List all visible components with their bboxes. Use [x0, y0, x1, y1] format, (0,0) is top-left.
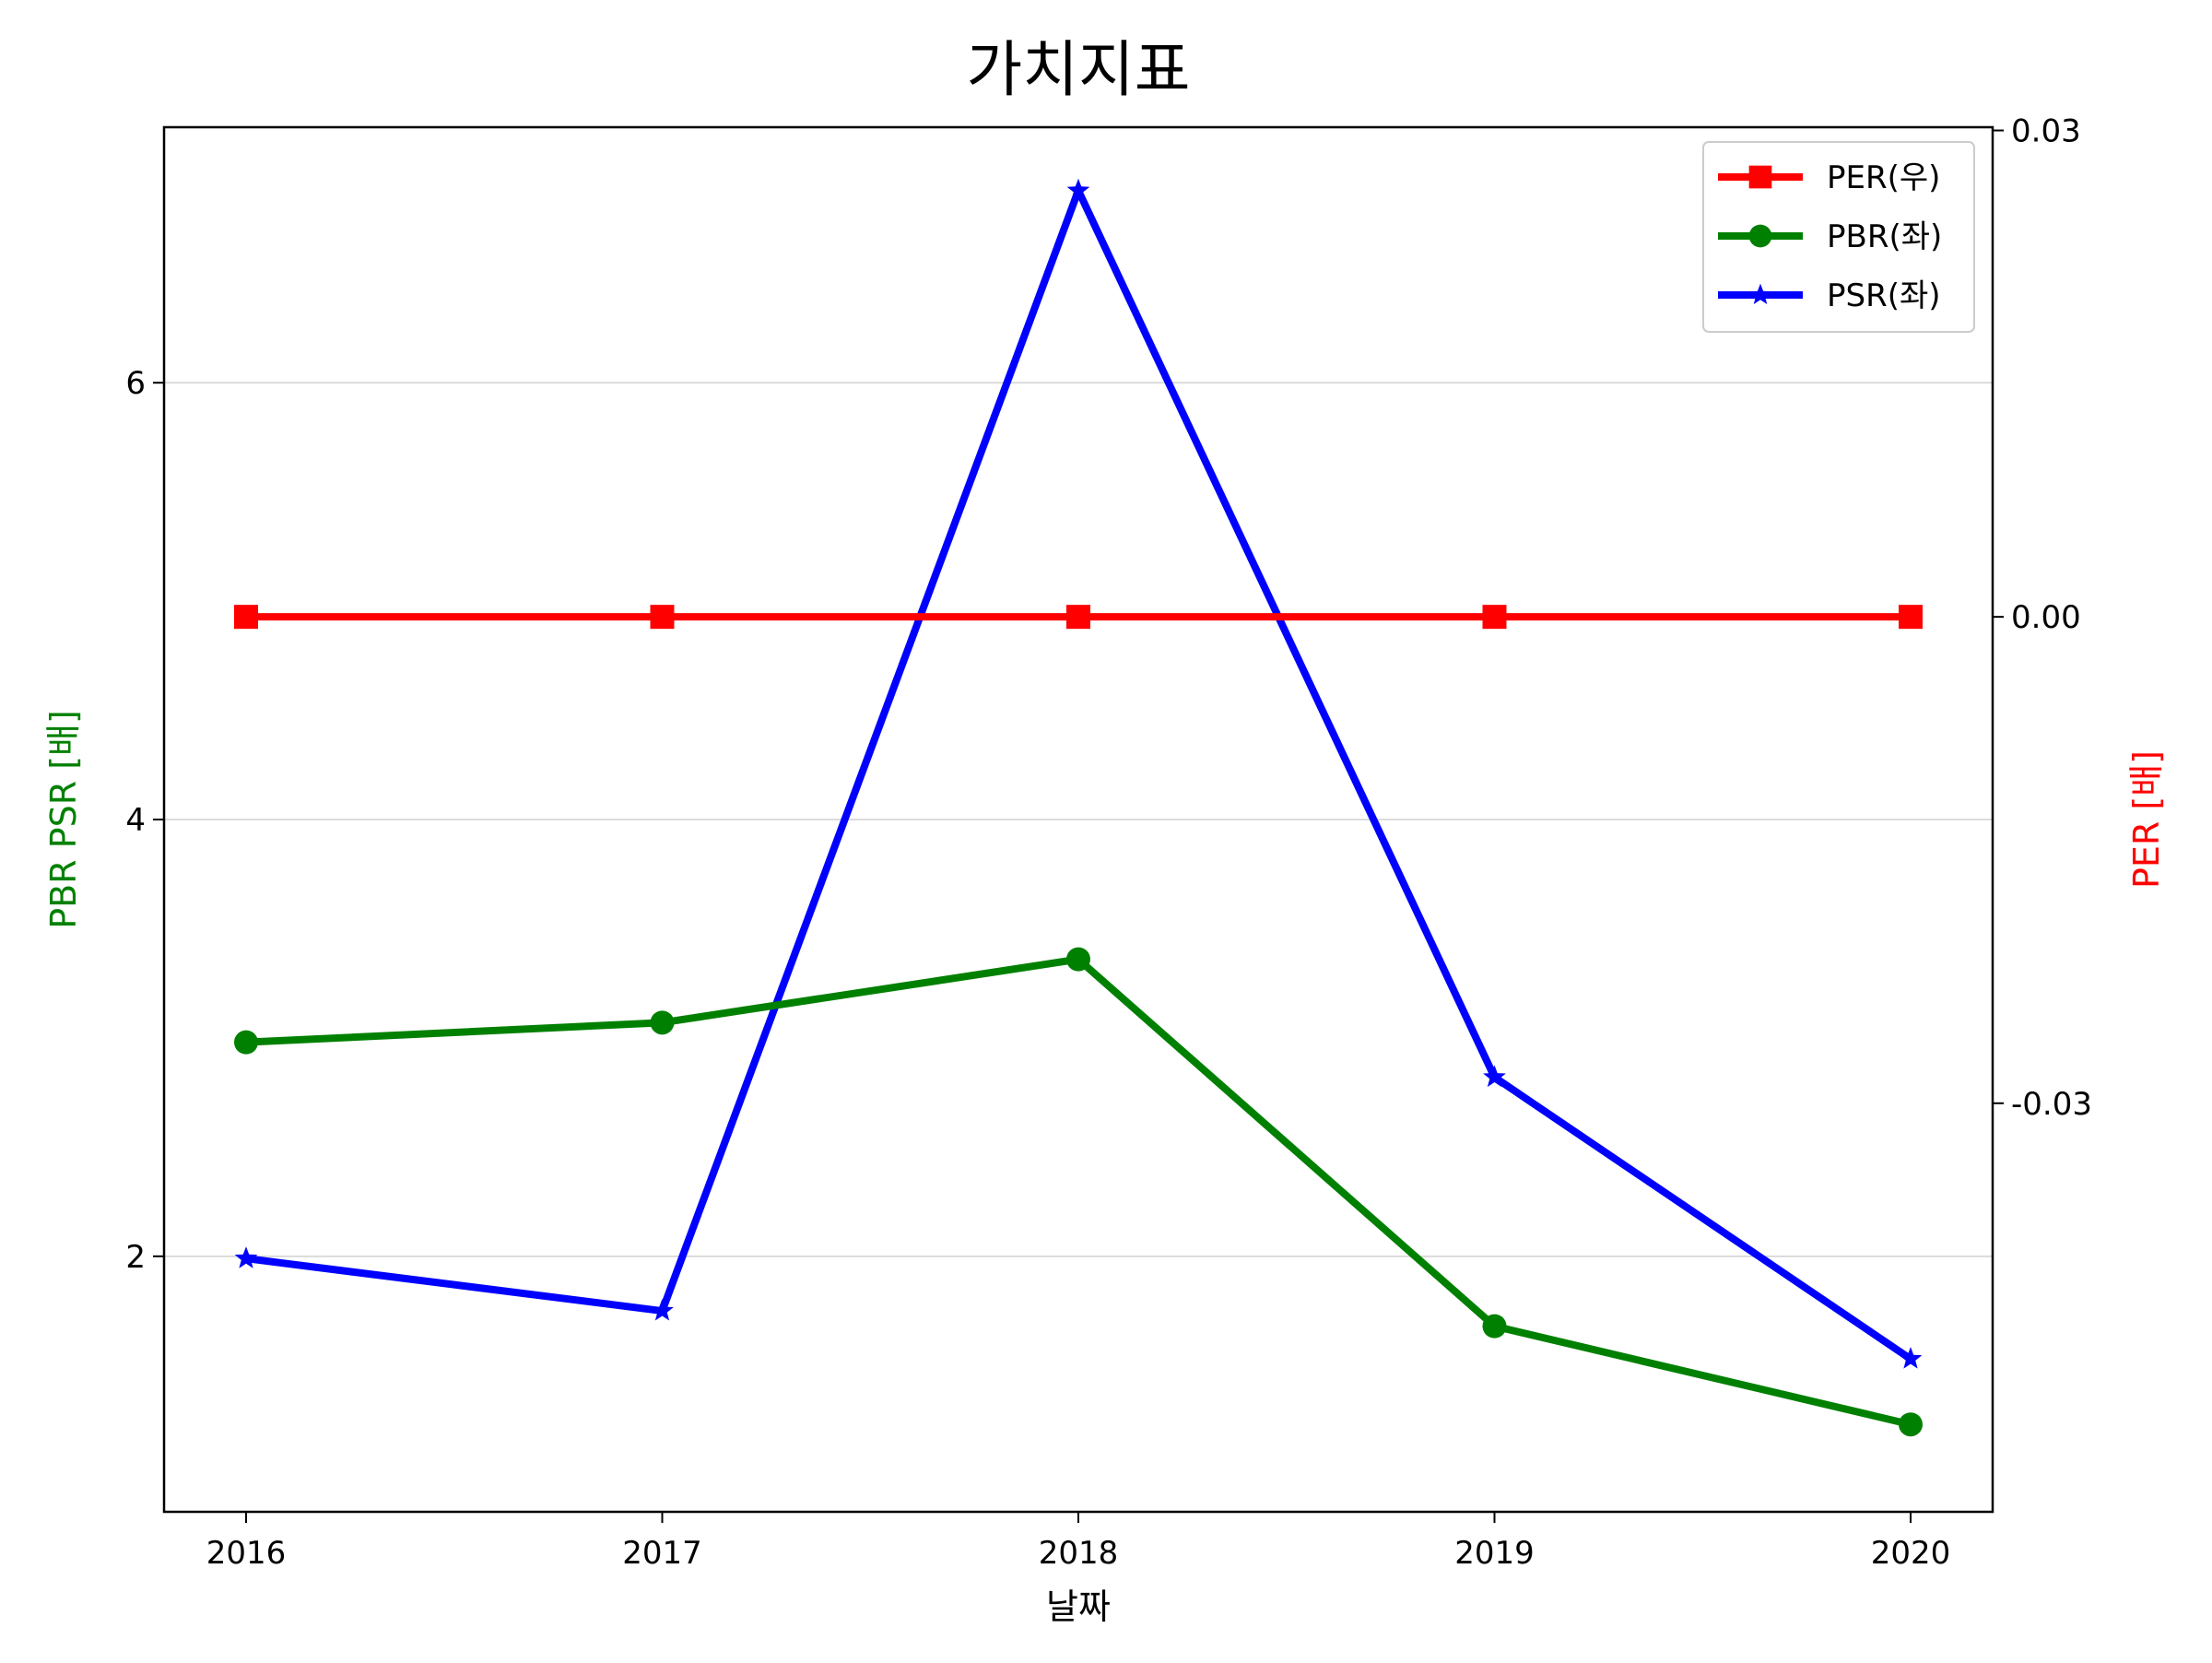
legend-label: PER(우): [1827, 159, 1940, 196]
x-tick-label: 2020: [1871, 1535, 1951, 1572]
legend: PER(우) PBR(좌) PSR(좌): [1702, 141, 1975, 333]
legend-frame: [1702, 141, 1975, 333]
x-axis-title: 날짜: [1046, 1586, 1111, 1627]
data-point: [1899, 1412, 1923, 1437]
y-left-tick-label: 2: [125, 1239, 146, 1276]
data-point: [1066, 178, 1090, 201]
y-right-tick-label: 0.03: [2011, 113, 2081, 150]
grid-lines: [164, 382, 1993, 1257]
legend-marker: [1748, 224, 1772, 248]
x-tick-label: 2018: [1039, 1535, 1119, 1572]
y-right-tick-label: -0.03: [2011, 1086, 2092, 1123]
data-point: [1482, 605, 1507, 630]
y-left-tick-label: 6: [125, 365, 146, 402]
data-point: [234, 1246, 258, 1268]
y-axis-left-title: PBR PSR [배]: [43, 710, 84, 929]
data-point: [234, 1030, 258, 1055]
series-PER(우): [234, 605, 1923, 630]
data-point: [1482, 1314, 1507, 1339]
legend-marker: [1749, 283, 1771, 304]
y-axis-right: 0.03 0.00 -0.03: [1993, 113, 2092, 1123]
data-point: [1899, 605, 1923, 630]
legend-label: PBR(좌): [1827, 218, 1942, 255]
data-point: [234, 605, 258, 630]
y-axis-left: 2 4 6: [125, 365, 164, 1276]
data-point: [1066, 605, 1090, 630]
series-PSR(좌): [234, 178, 1923, 1369]
legend-label: PSR(좌): [1827, 277, 1941, 314]
x-tick-label: 2016: [206, 1535, 287, 1572]
data-point: [650, 1010, 675, 1035]
series-layer: [234, 178, 1923, 1437]
data-point: [1483, 1065, 1506, 1088]
x-axis: 2016 2017 2018 2019 2020: [206, 1512, 1951, 1572]
data-point: [650, 605, 675, 630]
y-axis-right-title: PER [배]: [2126, 750, 2167, 889]
x-tick-label: 2019: [1454, 1535, 1535, 1572]
series-PBR(좌): [234, 947, 1923, 1437]
data-point: [651, 1299, 674, 1321]
legend-marker: [1748, 165, 1772, 189]
chart-title: 가치지표: [967, 34, 1191, 105]
y-right-tick-label: 0.00: [2011, 599, 2081, 636]
y-left-tick-label: 4: [125, 802, 146, 839]
data-point: [1066, 947, 1090, 972]
data-point: [1899, 1347, 1923, 1369]
x-tick-label: 2017: [622, 1535, 702, 1572]
